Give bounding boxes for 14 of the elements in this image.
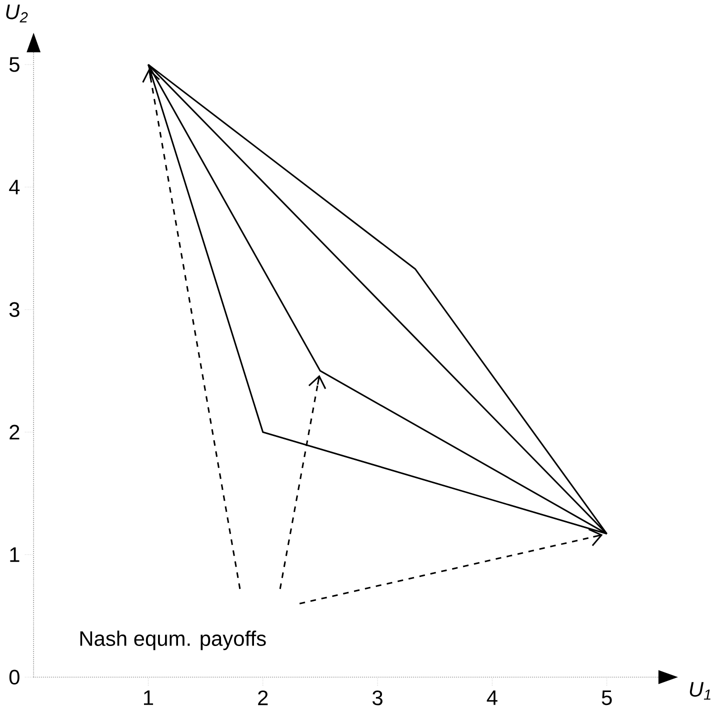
x-axis-title: U$_{1}$ xyxy=(690,682,710,700)
x-tick-label: 2 xyxy=(258,690,268,706)
y-axis-title: U$_{2}$ xyxy=(6,4,28,22)
x-tick-label: 4 xyxy=(486,690,498,705)
x-tick-label: 5 xyxy=(602,690,612,706)
annotation: Nash equm. payoffs xyxy=(80,630,266,650)
x-tick-label: 1 xyxy=(144,690,154,705)
y-tick-label: 4 xyxy=(9,180,20,194)
y-tick-label: 3 xyxy=(9,302,20,318)
y-tick-label: 5 xyxy=(9,57,20,72)
y-tick-label: 1 xyxy=(10,547,20,562)
x-tick-label: 3 xyxy=(372,690,382,706)
y-tick-label: 2 xyxy=(10,424,20,440)
y-tick-label: 0 xyxy=(9,670,20,685)
